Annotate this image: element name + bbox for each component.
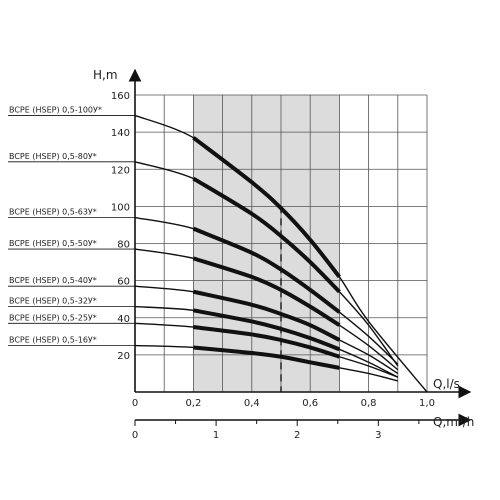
x2-axis-title: Q,m³/h (433, 415, 474, 429)
pump-curve-operating-2 (192, 226, 341, 314)
pump-curve-operating-0 (192, 136, 341, 279)
y-tick-label: 140 (111, 128, 130, 139)
pump-curve-operating-5 (193, 308, 341, 352)
x-tick-label: 0,2 (185, 398, 201, 409)
series-label: BCPE (HSEP) 0,5-80У* (9, 152, 97, 161)
pump-curve-operating-3 (192, 256, 341, 327)
y-axis-title: H,m (93, 68, 118, 82)
y-tick-label: 80 (117, 240, 130, 251)
series-label: BCPE (HSEP) 0,5-32У* (9, 297, 97, 306)
y-tick-label: 120 (111, 165, 130, 176)
y-tick-label: 20 (117, 351, 130, 362)
x2-tick-label: 0 (132, 430, 138, 441)
series-label: BCPE (HSEP) 0,5-40У* (9, 276, 97, 285)
x2-tick-label: 2 (294, 430, 300, 441)
labels: H,m Q,l/s Q,m³/h BCPE (HSEP) 0,5-100У* BC… (9, 68, 474, 441)
x-tick-label: 0,8 (361, 398, 377, 409)
pump-curve-operating-6 (193, 325, 341, 359)
axes (128, 68, 472, 427)
curve-group (134, 114, 428, 393)
series-label: BCPE (HSEP) 0,5-50У* (9, 239, 97, 248)
x-tick-label: 0,4 (244, 398, 260, 409)
pump-curve-operating-7 (193, 345, 340, 370)
series-label: BCPE (HSEP) 0,5-100У* (9, 105, 102, 114)
x2-tick-label: 3 (375, 430, 381, 441)
series-label: BCPE (HSEP) 0,5-25У* (9, 313, 97, 322)
series-label: BCPE (HSEP) 0,5-63У* (9, 208, 97, 217)
x-tick-label: 1,0 (419, 398, 435, 409)
x-tick-label: 0 (132, 398, 138, 409)
x-tick-label: 0,6 (302, 398, 318, 409)
x-axis-title: Q,l/s (433, 377, 460, 391)
series-label: BCPE (HSEP) 0,5-16У* (9, 336, 97, 345)
pump-curve-operating-4 (192, 289, 341, 342)
y-tick-label: 160 (111, 91, 130, 102)
x2-tick-label: 1 (213, 430, 219, 441)
pump-curve-operating-1 (192, 176, 341, 294)
y-tick-label: 40 (117, 314, 130, 325)
y-tick-label: 100 (111, 202, 130, 213)
y-tick-label: 60 (117, 277, 130, 288)
